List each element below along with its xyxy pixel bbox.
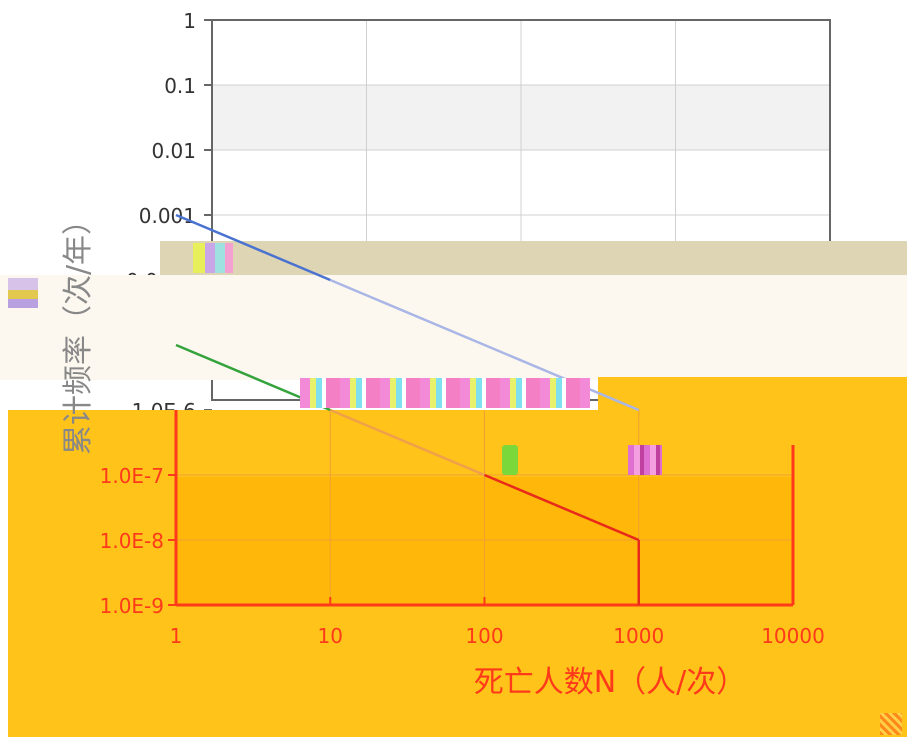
overlay-tan-band — [160, 241, 907, 275]
x-tick-label: 10000 — [761, 624, 825, 648]
y-tick-label: 0.1 — [164, 74, 196, 98]
overlay-orange-band-upper — [598, 377, 907, 413]
y-axis-label: 累计频率（次/年） — [61, 205, 96, 455]
x-tick-label: 10 — [318, 624, 343, 648]
glitch-block-2 — [8, 278, 38, 308]
glitch-block-5 — [628, 445, 662, 475]
series-line-1 — [175, 213, 331, 282]
y-tick-label: 1.0E-8 — [100, 529, 164, 553]
x-tick-label: 100 — [465, 624, 503, 648]
glitch-block-3 — [300, 378, 590, 408]
y-tick-label: 0.001 — [139, 204, 196, 228]
overlay-plot-layer: 1.0E-9 1.0E-8 1.0E-7 1 10 100 1000 10000 — [100, 410, 825, 648]
y-tick-label: 1.0E-7 — [100, 464, 164, 488]
overlay-cream-band — [0, 275, 907, 380]
y-tick-label: 1.0E-9 — [100, 594, 164, 618]
series-line-5 — [484, 473, 640, 542]
x-axis-label: 死亡人数N（人/次） — [474, 665, 747, 700]
glitch-block-4 — [502, 445, 518, 475]
series-line-4 — [329, 408, 485, 477]
x-tick-label: 1000 — [613, 624, 664, 648]
y-tick-label: 1 — [183, 9, 196, 33]
glitch-block-1 — [193, 243, 233, 273]
y-tick-label: 0.01 — [151, 139, 196, 163]
x-tick-label: 1 — [170, 624, 183, 648]
glitch-block-6 — [880, 713, 902, 735]
